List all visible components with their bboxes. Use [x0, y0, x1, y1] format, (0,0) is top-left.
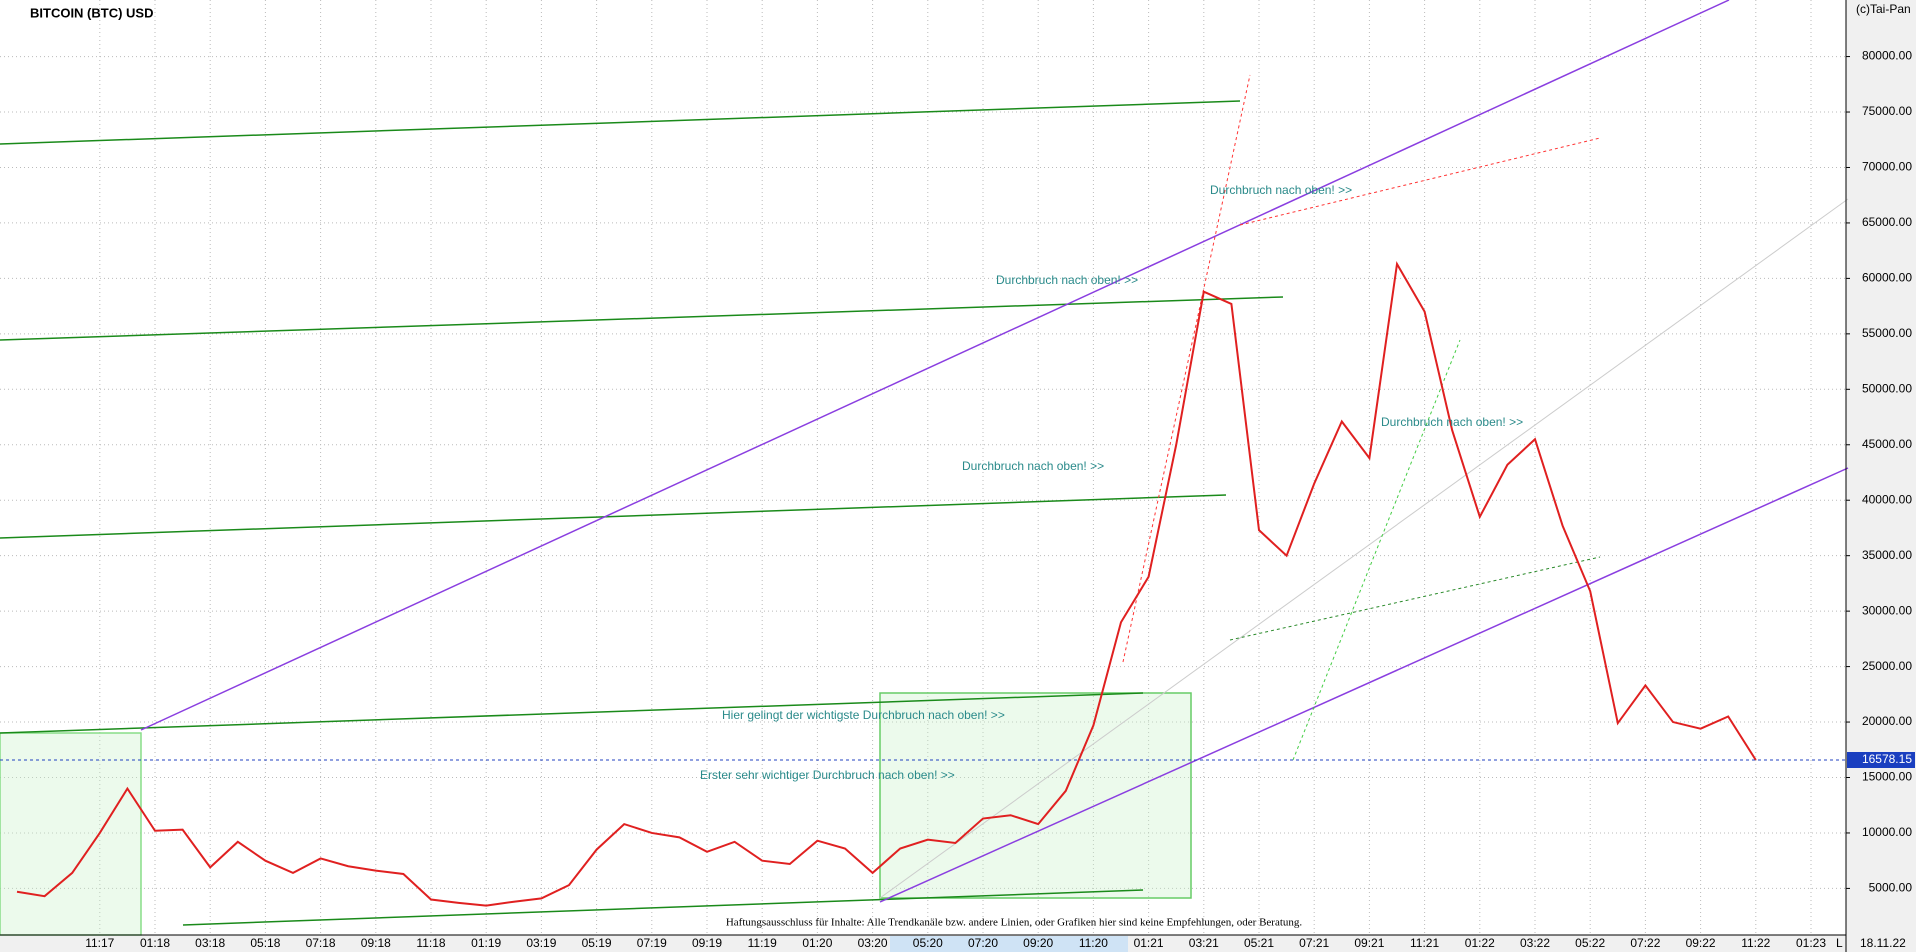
y-tick-label: 55000.00	[1862, 326, 1912, 340]
last-price-box	[1847, 751, 1915, 768]
x-tick-label: 01:18	[140, 936, 170, 950]
trend-line	[879, 467, 1849, 903]
x-tick-label: 03:22	[1520, 936, 1550, 950]
x-tick-label: 01:23	[1796, 936, 1826, 950]
x-tick-label: 03:20	[858, 936, 888, 950]
x-tick-label: 07:19	[637, 936, 667, 950]
x-tick-label: 09:21	[1354, 936, 1384, 950]
x-tick-label: 07:18	[306, 936, 336, 950]
x-tick-label: 07:21	[1299, 936, 1329, 950]
annotation: Durchbruch nach oben! >>	[1210, 183, 1352, 197]
x-tick-label: 01:20	[802, 936, 832, 950]
x-tick-label: 11:19	[748, 936, 777, 950]
x-tick-label: 11:20	[1079, 936, 1108, 950]
trend-line	[879, 198, 1849, 899]
y-tick-label: 10000.00	[1862, 825, 1912, 839]
y-tick-label: 30000.00	[1862, 603, 1912, 617]
y-tick-label: 65000.00	[1862, 215, 1912, 229]
annotation: Hier gelingt der wichtigste Durchbruch n…	[722, 708, 1005, 722]
x-tick-label: 05:20	[913, 936, 943, 950]
annotation: Erster sehr wichtiger Durchbruch nach ob…	[700, 768, 955, 782]
x-tick-label: 07:22	[1630, 936, 1660, 950]
trend-drawings	[0, 0, 1849, 936]
x-axis-highlight	[890, 936, 1128, 952]
y-tick-label: 50000.00	[1862, 381, 1912, 395]
y-tick-label: 35000.00	[1862, 548, 1912, 562]
x-tick-label: 01:22	[1465, 936, 1495, 950]
annotation: Durchbruch nach oben! >>	[1381, 415, 1523, 429]
trend-line	[0, 100, 1241, 145]
trend-line	[1122, 74, 1251, 663]
x-tick-label: 11:18	[416, 936, 445, 950]
x-tick-label: 09:19	[692, 936, 722, 950]
y-tick-label: 5000.00	[1869, 881, 1913, 895]
x-tick-label: 11:22	[1741, 936, 1770, 950]
chart-title: BITCOIN (BTC) USD	[30, 5, 154, 20]
disclaimer: Haftungsausschluss für Inhalte: Alle Tre…	[726, 917, 1303, 929]
x-tick-label: 05:21	[1244, 936, 1274, 950]
plot	[0, 260, 1846, 907]
trend-line	[140, 0, 1730, 731]
x-tick-label: 07:20	[968, 936, 998, 950]
x-tick-label: 03:18	[195, 936, 225, 950]
y-tick-label: 70000.00	[1862, 160, 1912, 174]
axis-mode: L	[1836, 936, 1843, 950]
price-line	[16, 260, 1757, 907]
zone	[879, 692, 1192, 899]
x-tick-label: 03:19	[526, 936, 556, 950]
trend-line	[0, 296, 1284, 341]
trend-line	[182, 889, 1144, 926]
x-tick-label: 11:21	[1410, 936, 1439, 950]
x-tick-label: 09:22	[1686, 936, 1716, 950]
y-axis-panel	[1846, 0, 1916, 952]
date: 18.11.22	[1860, 936, 1906, 950]
annotation: Durchbruch nach oben! >>	[996, 273, 1138, 287]
last-price-label: 16578.15	[1862, 752, 1912, 766]
x-tick-label: 01:21	[1134, 936, 1164, 950]
y-tick-label: 15000.00	[1862, 770, 1912, 784]
annotation: Durchbruch nach oben! >>	[962, 459, 1104, 473]
x-tick-label: 09:20	[1023, 936, 1053, 950]
y-tick-label: 40000.00	[1862, 492, 1912, 506]
x-tick-label: 03:21	[1189, 936, 1219, 950]
trend-line	[1239, 137, 1601, 226]
y-tick-label: 80000.00	[1862, 49, 1912, 63]
y-tick-label: 75000.00	[1862, 104, 1912, 118]
y-tick-label: 60000.00	[1862, 271, 1912, 285]
y-tick-label: 20000.00	[1862, 714, 1912, 728]
zone	[0, 732, 142, 936]
x-tick-label: 11:17	[85, 936, 114, 950]
y-tick-label: 25000.00	[1862, 659, 1912, 673]
trend-line	[0, 494, 1227, 539]
x-tick-label: 09:18	[361, 936, 391, 950]
y-tick-label: 45000.00	[1862, 437, 1912, 451]
trend-line	[0, 692, 1144, 734]
x-tick-label: 05:18	[250, 936, 280, 950]
x-tick-label: 05:22	[1575, 936, 1605, 950]
x-tick-label: 05:19	[582, 936, 612, 950]
source: (c)Tai-Pan	[1856, 2, 1911, 16]
x-tick-label: 01:19	[471, 936, 501, 950]
